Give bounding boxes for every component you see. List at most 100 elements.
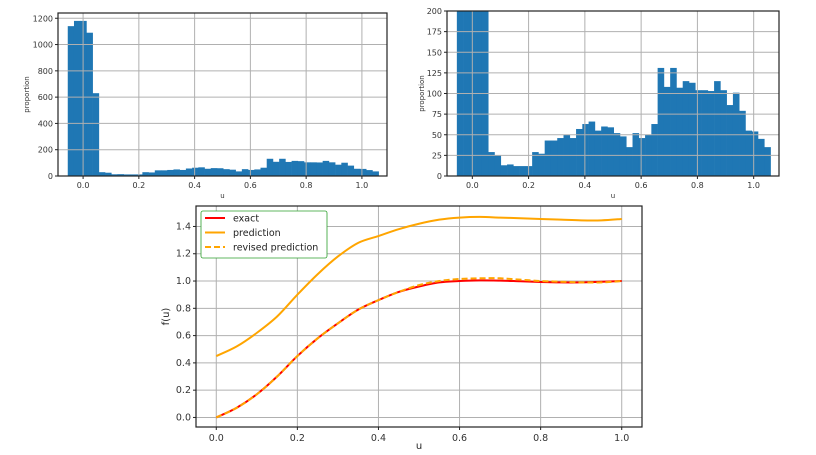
legend: exact prediction revised prediction <box>200 210 328 259</box>
histogram-bar <box>204 168 212 176</box>
histogram-bar <box>456 11 464 176</box>
histogram-bar <box>291 160 299 176</box>
y-tick-label: 100 <box>427 90 442 99</box>
y-axis-label: proportion <box>23 76 31 112</box>
x-tick-label: 0.6 <box>635 181 648 190</box>
x-axis-label: u <box>416 441 422 452</box>
y-tick-label: 600 <box>38 93 53 102</box>
histogram-bar <box>519 166 527 176</box>
x-tick-label: 0.0 <box>77 181 90 190</box>
histogram-bar <box>601 126 608 176</box>
histogram-bar <box>475 11 483 176</box>
histogram-bar <box>532 152 539 176</box>
histogram-bar <box>714 81 721 176</box>
legend-box <box>200 210 328 259</box>
y-tick-label: 200 <box>427 7 442 16</box>
histogram-bar <box>507 164 514 176</box>
histogram-bar <box>745 130 753 176</box>
histogram-bar <box>663 86 671 176</box>
histogram-bar <box>569 138 577 176</box>
histogram-bar <box>751 131 759 176</box>
histogram-bar <box>260 167 268 176</box>
histogram-bar <box>538 153 545 176</box>
series-line-prediction <box>215 215 622 357</box>
subplot-1: 0.0 0.2 0.4 0.6 0.8 1.0 0 200 400 600 800 1000 1200 u… <box>23 12 388 200</box>
histogram-bar <box>613 133 621 176</box>
histogram-bar <box>488 152 495 176</box>
axes-frame <box>57 12 388 177</box>
x-axis-label: u <box>220 192 224 200</box>
x-tick-label: 0.0 <box>466 181 479 190</box>
x-tick-label: 0.2 <box>290 433 305 444</box>
histogram-bar <box>582 124 589 176</box>
histogram-bar <box>86 32 93 176</box>
histogram-bar <box>576 128 583 176</box>
histogram-bar <box>210 168 218 176</box>
histogram-bar <box>335 164 342 176</box>
y-tick-label: 1.2 <box>176 249 191 260</box>
histogram-bar <box>607 127 615 176</box>
histogram-bar <box>758 138 765 176</box>
histogram-bar <box>707 91 715 176</box>
x-tick-label: 0.4 <box>371 433 386 444</box>
y-tick-label: 125 <box>427 69 442 78</box>
histogram-bar <box>235 171 243 176</box>
histogram-bar <box>366 170 373 176</box>
series-line-revised-prediction <box>215 277 622 419</box>
histogram-bar <box>129 174 137 176</box>
histogram-bar <box>310 162 317 176</box>
y-tick-label: 0 <box>48 172 53 181</box>
histogram-bar <box>73 20 81 176</box>
histogram-bar <box>341 162 348 176</box>
histogram-bar <box>148 172 156 176</box>
histogram-bar <box>297 161 305 176</box>
histogram-bar <box>463 11 470 176</box>
histogram-bar <box>372 171 379 176</box>
histogram-bar <box>167 169 174 176</box>
y-axis-label: proportion <box>418 75 426 111</box>
histogram-bar <box>185 168 193 176</box>
y-tick-label: 0.2 <box>176 385 191 396</box>
x-tick-label: 0.4 <box>578 181 591 190</box>
histogram-bar <box>619 136 627 176</box>
histogram-bar <box>123 174 131 176</box>
y-tick-label: 0 <box>437 172 442 181</box>
legend-label: prediction <box>233 228 281 239</box>
y-tick-label: 175 <box>427 28 442 37</box>
legend-label: exact <box>233 214 259 225</box>
histogram-bar <box>513 166 520 176</box>
x-tick-label: 0.8 <box>691 181 704 190</box>
y-tick-label: 1200 <box>33 14 53 23</box>
histogram-bar <box>117 174 125 176</box>
histogram-bar <box>322 160 330 176</box>
y-tick-label: 0.8 <box>176 303 191 314</box>
histogram-bar <box>98 172 106 176</box>
y-tick-label: 400 <box>38 119 53 128</box>
plot-area <box>447 11 779 176</box>
x-tick-label: 1.0 <box>356 181 369 190</box>
y-tick-label: 25 <box>432 151 442 160</box>
subplot-2: 0.0 0.2 0.4 0.6 0.8 1.0 0 25 50 75 100 125 150 175 200… <box>418 7 780 200</box>
y-tick-label: 75 <box>432 110 442 119</box>
x-tick-label: 0.2 <box>522 181 535 190</box>
histogram-bar <box>688 82 696 176</box>
histogram-bar <box>670 67 677 176</box>
histogram-bar <box>216 168 224 176</box>
histogram-bar <box>500 165 508 176</box>
y-tick-label: 0.0 <box>176 412 191 423</box>
histogram-bar <box>105 172 112 176</box>
y-axis-label: f(u) <box>161 308 172 326</box>
histogram-bar <box>279 158 286 176</box>
histogram-bar <box>764 147 771 176</box>
x-tick-label: 1.0 <box>614 433 629 444</box>
plot-area <box>58 13 387 176</box>
histogram-bar <box>316 162 323 176</box>
histogram-bar <box>701 90 709 176</box>
histogram-bar <box>682 81 690 176</box>
histogram-bar <box>481 11 489 176</box>
y-tick-label: 1.4 <box>176 221 191 232</box>
x-tick-label: 0.6 <box>244 181 257 190</box>
x-tick-label: 0.0 <box>209 433 224 444</box>
x-tick-label: 0.8 <box>300 181 313 190</box>
histogram-bar <box>594 130 602 176</box>
